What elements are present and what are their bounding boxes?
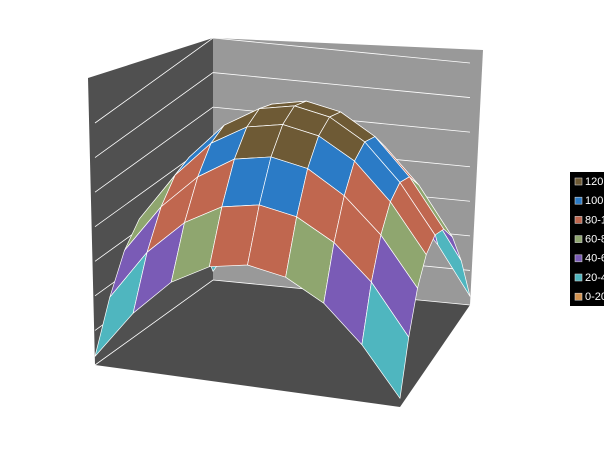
legend-swatch (574, 177, 583, 186)
legend-label: 0-20 (585, 291, 604, 303)
legend-label: 60-8 (585, 234, 604, 246)
grid-line (94, 106, 471, 193)
surface (94, 100, 471, 399)
legend-swatch (574, 273, 583, 282)
grid-line (94, 37, 471, 124)
legend-label: 80-1 (585, 214, 604, 226)
legend: 120 100 80-1 60-8 40-6 20-4 0-20 (574, 176, 604, 303)
legend-label: 40-6 (585, 253, 604, 265)
legend-label: 20-4 (585, 272, 604, 284)
legend-swatch (574, 235, 583, 243)
legend-label: 120 (585, 176, 603, 188)
legend-swatch (574, 216, 583, 224)
grid-line (94, 72, 471, 158)
surface-cell (361, 281, 410, 399)
legend-swatch (574, 254, 583, 263)
legend-label: 100 (585, 195, 603, 207)
legend-swatch (574, 196, 583, 205)
legend-swatch (574, 292, 583, 301)
